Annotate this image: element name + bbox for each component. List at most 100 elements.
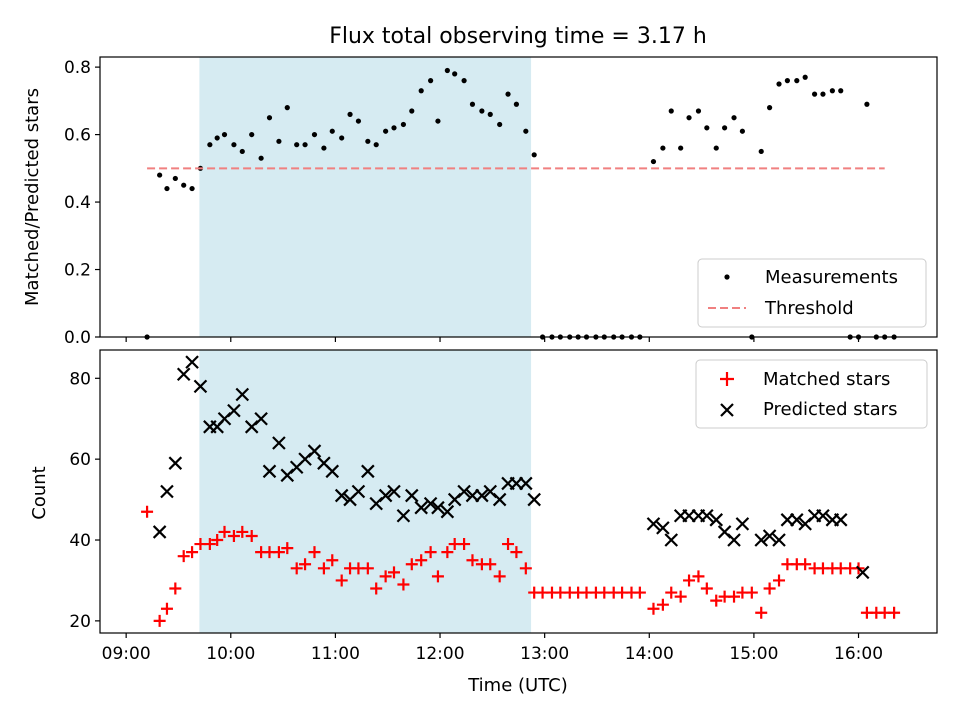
legend-measurements-marker bbox=[724, 274, 730, 280]
measurement-point bbox=[864, 101, 870, 107]
matched-star-point bbox=[424, 546, 437, 559]
predicted-star-point bbox=[396, 508, 411, 523]
matched-star-point bbox=[361, 562, 374, 575]
measurement-point bbox=[400, 121, 407, 128]
matched-star-point bbox=[674, 590, 687, 603]
matched-star-point bbox=[203, 538, 216, 551]
top-y-axis: 0.0 0.2 0.4 0.6 0.8 bbox=[64, 58, 100, 348]
bottom-y-axis: 20 40 60 80 bbox=[69, 369, 100, 632]
measurement-point bbox=[428, 78, 434, 84]
predicted-star-point bbox=[254, 411, 268, 426]
matched-star-point bbox=[326, 554, 339, 567]
legend-predicted-marker bbox=[720, 403, 734, 417]
measurement-point bbox=[373, 142, 379, 148]
predicted-star-point bbox=[152, 525, 167, 539]
measurement-point bbox=[650, 158, 657, 165]
y-tick-label: 60 bbox=[69, 450, 91, 470]
predicted-star-point bbox=[227, 403, 241, 418]
predicted-star-point bbox=[168, 456, 183, 470]
matched-star-point bbox=[177, 550, 190, 563]
predicted-star-point bbox=[475, 488, 489, 503]
measurement-point bbox=[776, 81, 782, 87]
matched-star-point bbox=[335, 574, 348, 587]
measurement-point bbox=[731, 115, 737, 121]
legend-matched-label: Matched stars bbox=[763, 369, 890, 390]
predicted-star-point bbox=[772, 533, 786, 547]
predicted-star-point bbox=[325, 464, 340, 479]
matched-star-point bbox=[169, 582, 182, 595]
matched-star-point bbox=[415, 554, 428, 567]
predicted-star-point bbox=[735, 517, 750, 531]
predicted-star-point bbox=[709, 513, 724, 527]
matched-star-point bbox=[755, 606, 768, 619]
predicted-star-point bbox=[855, 565, 870, 580]
highlight-span-top bbox=[199, 57, 532, 337]
predicted-star-point bbox=[457, 484, 471, 499]
matched-star-point bbox=[745, 586, 758, 599]
predicted-star-point bbox=[378, 488, 393, 503]
predicted-star-point bbox=[646, 517, 661, 531]
measurement-point bbox=[838, 88, 844, 94]
measurement-point bbox=[686, 115, 692, 121]
measurement-point bbox=[391, 125, 397, 131]
bottom-plot-frame bbox=[99, 349, 938, 634]
predicted-star-point bbox=[816, 508, 830, 523]
predicted-star-point bbox=[664, 533, 679, 547]
measurement-point bbox=[452, 71, 458, 77]
y-tick-label: 0.8 bbox=[64, 58, 91, 78]
y-tick-label: 0.4 bbox=[64, 193, 91, 213]
predicted-star-point bbox=[185, 355, 199, 369]
measurement-point bbox=[339, 135, 345, 141]
legend-predicted-label: Predicted stars bbox=[763, 399, 897, 420]
matched-star-point bbox=[290, 562, 303, 575]
measurement-point bbox=[739, 128, 745, 134]
measurement-point bbox=[266, 115, 273, 121]
measurement-point bbox=[418, 88, 424, 94]
measurement-point bbox=[214, 135, 220, 141]
measurement-point bbox=[531, 152, 537, 158]
matched-star-point bbox=[370, 582, 383, 595]
measurement-point bbox=[829, 88, 835, 94]
x-tick-label: 09:00 bbox=[102, 644, 151, 664]
matched-star-point bbox=[281, 542, 294, 555]
measurement-point bbox=[767, 105, 773, 111]
measurement-point bbox=[231, 142, 237, 148]
measurement-point bbox=[713, 145, 719, 151]
predicted-star-point bbox=[727, 533, 741, 547]
predicted-star-point bbox=[790, 513, 804, 527]
measurement-point bbox=[487, 111, 493, 117]
predicted-star-point bbox=[262, 464, 277, 479]
predicted-star-point bbox=[387, 484, 401, 499]
measurement-point bbox=[284, 105, 290, 111]
measurement-point bbox=[758, 148, 764, 155]
matched-star-point bbox=[236, 525, 249, 538]
measurement-point bbox=[409, 108, 415, 114]
matched-star-point bbox=[633, 586, 646, 599]
x-tick-label: 11:00 bbox=[311, 644, 360, 664]
matched-star-point bbox=[656, 598, 669, 611]
y-tick-label: 20 bbox=[69, 612, 91, 632]
matched-star-point bbox=[272, 546, 285, 559]
y-tick-label: 0.6 bbox=[64, 126, 91, 146]
measurement-point bbox=[695, 108, 702, 114]
matched-star-point bbox=[647, 602, 660, 615]
top-x-ticks bbox=[125, 337, 860, 342]
predicted-star-point bbox=[527, 492, 541, 507]
predicted-star-point bbox=[656, 521, 670, 535]
matched-star-point bbox=[888, 606, 901, 619]
predicted-star-point bbox=[160, 484, 174, 499]
measurement-point bbox=[383, 128, 389, 134]
measurement-point bbox=[311, 131, 318, 138]
predicted-star-point bbox=[700, 508, 714, 523]
predicted-star-point bbox=[440, 504, 455, 519]
measurement-point bbox=[347, 111, 353, 117]
top-plot-frame bbox=[99, 56, 938, 338]
predicted-stars-points bbox=[152, 355, 870, 580]
measurement-point bbox=[523, 128, 529, 134]
measurement-point bbox=[704, 125, 710, 131]
measurement-point bbox=[294, 142, 300, 148]
measurement-point bbox=[207, 142, 213, 148]
matched-star-point bbox=[441, 546, 454, 559]
measurement-point bbox=[365, 138, 371, 144]
top-legend-frame bbox=[697, 258, 927, 328]
